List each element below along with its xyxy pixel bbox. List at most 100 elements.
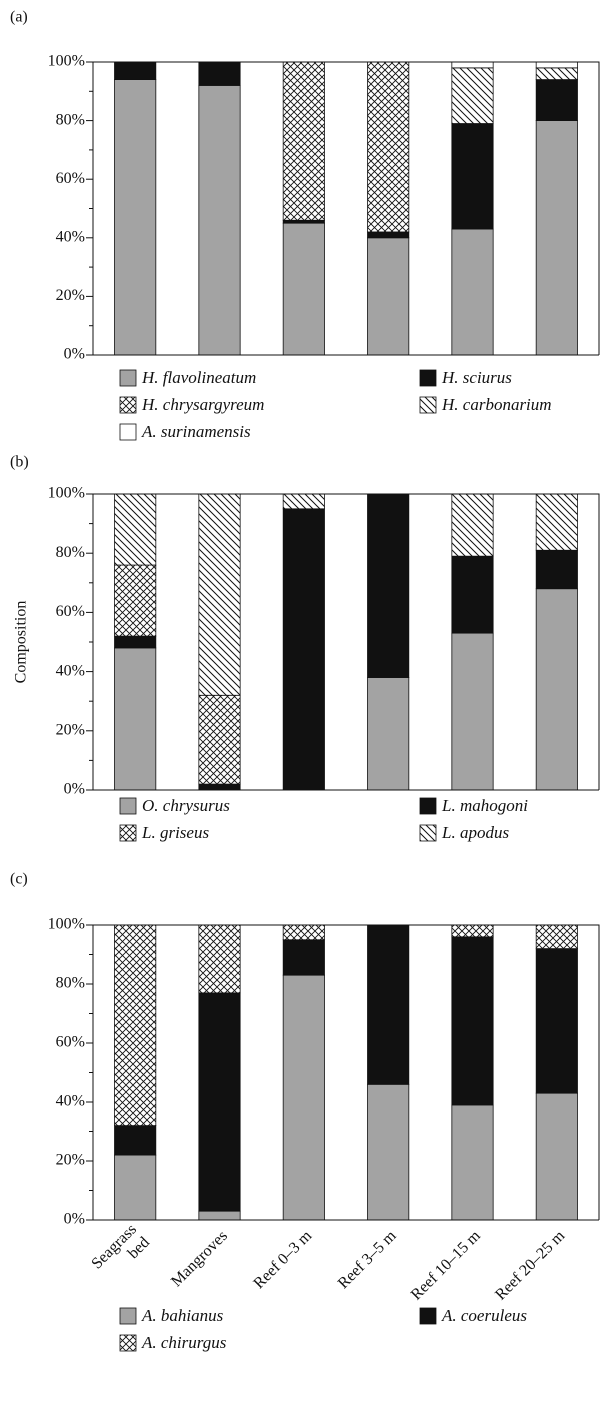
bar-segment: [367, 493, 410, 678]
legend-swatch: [419, 824, 437, 842]
y-tick-label: 60%: [56, 170, 85, 187]
legend-swatch: [119, 423, 137, 441]
bar-segment: [451, 936, 494, 1106]
bar-segment: [198, 992, 241, 1212]
legend-swatch: [119, 396, 137, 414]
x-tick-label: Reef 0–3 m: [250, 1227, 315, 1292]
legend-swatch: [119, 1334, 137, 1352]
bar-segment: [282, 924, 325, 941]
bar-segment: [535, 1092, 578, 1221]
y-tick-label: 0%: [64, 1211, 85, 1228]
bar-segment: [198, 493, 241, 696]
bar-segment: [367, 924, 410, 1085]
legend-label: O. chrysurus: [142, 796, 230, 815]
bar-segment: [282, 219, 325, 224]
bar-segment: [451, 493, 494, 557]
legend-label: L. apodus: [441, 823, 509, 842]
legend-label: H. carbonarium: [441, 395, 552, 414]
bar-segment: [535, 493, 578, 551]
y-tick-label: 20%: [56, 721, 85, 738]
legend-label: L. griseus: [141, 823, 209, 842]
legend-label: A. bahianus: [141, 1306, 224, 1325]
y-tick-label: 100%: [48, 53, 85, 70]
bar-segment: [367, 677, 410, 791]
bar-segment: [282, 61, 325, 221]
legend-swatch: [119, 797, 137, 815]
plot-frame: [89, 924, 600, 1221]
bar-segment: [451, 67, 494, 124]
bar-segment: [282, 222, 325, 356]
legend-label: A. coeruleus: [441, 1306, 527, 1325]
bar-segment: [198, 1210, 241, 1221]
y-axis-label: Composition: [13, 601, 30, 684]
y-tick-label: 0%: [64, 781, 85, 798]
bar-segment: [198, 61, 241, 86]
bar-segment: [114, 493, 157, 566]
legend-swatch: [119, 1307, 137, 1325]
bar-segment: [451, 1104, 494, 1221]
y-tick-label: 60%: [56, 603, 85, 620]
bar-segment: [114, 647, 157, 791]
bar-segment: [114, 924, 157, 1127]
panel-label: (b): [10, 454, 29, 471]
y-tick-label: 20%: [56, 287, 85, 304]
x-tick-label: Seagrassbed: [88, 1221, 153, 1286]
x-tick-label: Reef 10–15 m: [408, 1227, 485, 1304]
bar-segment: [367, 61, 410, 233]
y-tick-label: 40%: [56, 1093, 85, 1110]
bar-segment: [114, 1125, 157, 1156]
legend-swatch: [419, 396, 437, 414]
y-tick-label: 80%: [56, 544, 85, 561]
x-tick-label: Mangroves: [168, 1227, 231, 1290]
legend-label: H. chrysargyreum: [141, 395, 264, 414]
bar-segment: [535, 549, 578, 590]
bar-segment: [198, 85, 241, 356]
legend-label: H. flavolineatum: [141, 368, 256, 387]
bar-segment: [451, 61, 494, 69]
legend-swatch: [419, 1307, 437, 1325]
y-tick-label: 20%: [56, 1152, 85, 1169]
bar-segment: [451, 228, 494, 356]
legend-label: A. surinamensis: [141, 422, 251, 441]
bar-segment: [114, 635, 157, 649]
bar-segment: [451, 123, 494, 230]
bar-segment: [282, 939, 325, 976]
y-tick-label: 80%: [56, 975, 85, 992]
bar-segment: [198, 694, 241, 785]
bar-segment: [198, 924, 241, 994]
bar-segment: [535, 588, 578, 791]
x-tick-label: Reef 20–25 m: [492, 1227, 569, 1304]
legend-label: A. chirurgus: [141, 1333, 227, 1352]
panel-label: (c): [10, 871, 28, 888]
legend-swatch: [419, 797, 437, 815]
y-tick-label: 40%: [56, 662, 85, 679]
bar-segment: [367, 1083, 410, 1221]
bar-segment: [535, 61, 578, 69]
bar-segment: [535, 120, 578, 356]
y-tick-label: 80%: [56, 111, 85, 128]
plot-frame: [89, 493, 600, 791]
y-tick-label: 0%: [64, 346, 85, 363]
x-tick-label: Reef 3–5 m: [335, 1227, 400, 1292]
panel-label: (a): [10, 9, 28, 26]
bar-segment: [535, 948, 578, 1094]
bar-segment: [198, 783, 241, 791]
legend-swatch: [119, 369, 137, 387]
y-tick-label: 100%: [48, 916, 85, 933]
legend-label: H. sciurus: [441, 368, 512, 387]
bar-segment: [451, 632, 494, 791]
bar-segment: [114, 79, 157, 356]
bar-segment: [535, 924, 578, 950]
plot-frame: [89, 61, 600, 356]
legend-swatch: [119, 824, 137, 842]
bar-segment: [451, 924, 494, 938]
bar-segment: [451, 555, 494, 634]
bar-segment: [114, 1154, 157, 1221]
y-tick-label: 40%: [56, 228, 85, 245]
bar-segment: [535, 67, 578, 80]
bar-segment: [114, 61, 157, 80]
y-tick-label: 60%: [56, 1034, 85, 1051]
bar-segment: [367, 237, 410, 356]
bar-segment: [282, 974, 325, 1221]
bar-segment: [282, 508, 325, 791]
